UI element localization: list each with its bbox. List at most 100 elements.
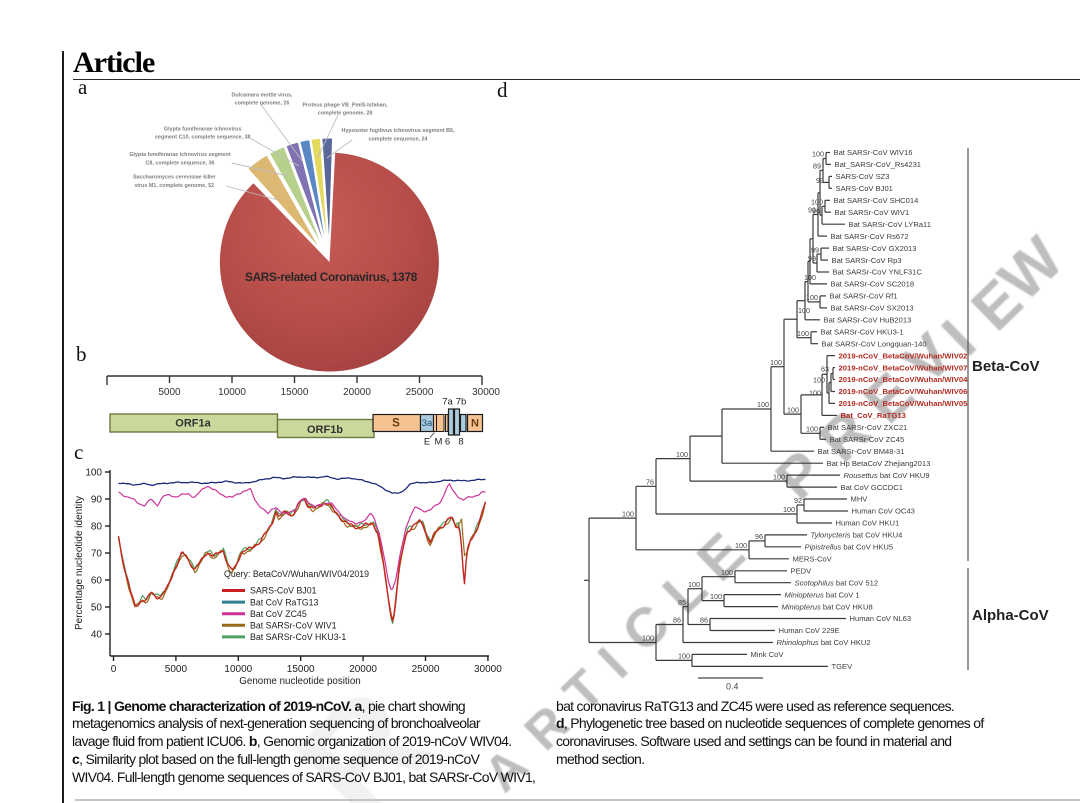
svg-text:85: 85 [678,598,686,607]
svg-text:complete sequence, 24: complete sequence, 24 [368,136,427,142]
svg-text:80: 80 [91,522,103,533]
svg-text:SARS-related Coronavirus, 1378: SARS-related Coronavirus, 1378 [245,270,418,284]
svg-text:2019-nCoV_BetaCoV/Wuhan/WIV05: 2019-nCoV_BetaCoV/Wuhan/WIV05 [839,399,969,408]
svg-text:96: 96 [812,206,820,215]
svg-text:Bat Hp BetaCoV Zhejiang2013: Bat Hp BetaCoV Zhejiang2013 [827,459,931,468]
svg-text:Percentage nucleotide identity: Percentage nucleotide identity [74,496,85,630]
svg-text:Bat SARSr-CoV HuB2013: Bat SARSr-CoV HuB2013 [824,316,912,325]
svg-text:MHV: MHV [851,495,869,504]
svg-text:Bat SARSr-CoV YNLF31C: Bat SARSr-CoV YNLF31C [833,268,923,277]
svg-text:10000: 10000 [218,387,246,398]
svg-text:Bat SARSr-CoV Longquan-140: Bat SARSr-CoV Longquan-140 [822,339,927,348]
svg-text:SARS-CoV SZ3: SARS-CoV SZ3 [836,172,890,181]
svg-text:Glypta fumiferanae ichnovirus: Glypta fumiferanae ichnovirus [164,126,242,132]
svg-text:100: 100 [811,198,823,207]
svg-text:MERS-CoV: MERS-CoV [793,555,833,564]
svg-text:Bat_SARSr-CoV_Rs4231: Bat_SARSr-CoV_Rs4231 [835,160,922,169]
svg-text:Bat SARSr-CoV HKU3-1: Bat SARSr-CoV HKU3-1 [821,327,904,336]
svg-text:S: S [392,418,400,430]
svg-text:Bat SARSr-CoV Rf1: Bat SARSr-CoV Rf1 [830,292,898,301]
svg-text:Bat SARSr-CoV Rp3: Bat SARSr-CoV Rp3 [832,256,902,265]
svg-text:100: 100 [710,592,722,601]
svg-text:100: 100 [676,450,688,459]
svg-text:100: 100 [798,306,810,315]
svg-text:Hyposoter fugitivus ichnovirus: Hyposoter fugitivus ichnovirus segment B… [342,128,455,134]
svg-text:Saccharomyces cerevisiae kille: Saccharomyces cerevisiae killer [133,175,217,181]
svg-text:100: 100 [804,273,816,282]
svg-text:100: 100 [783,505,795,514]
svg-text:Scotophilus bat CoV 512: Scotophilus bat CoV 512 [795,578,879,587]
svg-text:96: 96 [755,532,763,541]
svg-text:15000: 15000 [287,664,315,675]
svg-text:8: 8 [458,437,463,448]
svg-text:Bat SARSr-CoV ZC45: Bat SARSr-CoV ZC45 [830,435,905,444]
svg-text:Bat SARSr-CoV GX2013: Bat SARSr-CoV GX2013 [833,244,917,253]
svg-text:SARS-CoV BJ01: SARS-CoV BJ01 [250,586,317,596]
svg-text:2019-nCoV_BetaCoV/Wuhan/WIV06: 2019-nCoV_BetaCoV/Wuhan/WIV06 [839,387,968,396]
svg-text:N: N [471,418,479,430]
svg-text:100: 100 [813,376,825,385]
svg-text:93: 93 [816,176,824,185]
svg-text:100: 100 [85,468,102,479]
svg-text:complete genome, 26: complete genome, 26 [235,101,290,107]
svg-text:Bat SARSr-CoV SX2013: Bat SARSr-CoV SX2013 [831,304,914,313]
svg-text:virus M1, complete genome, 52: virus M1, complete genome, 52 [134,183,214,189]
svg-text:Bat SARSr-CoV LYRa11: Bat SARSr-CoV LYRa11 [849,220,931,229]
svg-text:100: 100 [787,405,799,414]
svg-text:100: 100 [809,389,821,398]
svg-text:63: 63 [821,365,829,374]
svg-text:Dulcamara mottle virus,: Dulcamara mottle virus, [231,92,293,98]
svg-text:100: 100 [806,425,818,434]
svg-text:Bat SARSr-CoV HKU3-1: Bat SARSr-CoV HKU3-1 [250,632,346,642]
svg-text:7a: 7a [442,397,453,408]
svg-text:0.4: 0.4 [726,682,739,692]
svg-text:Beta-CoV: Beta-CoV [972,358,1040,375]
svg-text:Human CoV HKU1: Human CoV HKU1 [836,519,900,528]
svg-text:15000: 15000 [281,387,309,398]
svg-text:SARS-CoV BJ01: SARS-CoV BJ01 [836,184,893,193]
svg-text:90: 90 [91,495,103,506]
svg-text:PEDV: PEDV [791,567,813,576]
svg-text:Bat CoV ZC45: Bat CoV ZC45 [250,609,307,619]
svg-text:complete genome, 28: complete genome, 28 [318,111,373,117]
svg-text:100: 100 [642,634,654,643]
svg-text:3a: 3a [422,418,433,429]
svg-text:C: C [610,591,682,663]
svg-text:Bat CoV GCCDC1: Bat CoV GCCDC1 [841,483,903,492]
svg-text:Miniopterus bat CoV 1: Miniopterus bat CoV 1 [785,590,860,599]
svg-text:100: 100 [622,509,634,518]
svg-text:10000: 10000 [224,664,252,675]
svg-text:Bat SARSr-CoV WIV1: Bat SARSr-CoV WIV1 [835,208,910,217]
svg-text:6: 6 [445,437,450,448]
svg-text:30000: 30000 [472,387,500,398]
svg-text:Bat SARSr-CoV SHC014: Bat SARSr-CoV SHC014 [834,196,919,205]
svg-text:TGEV: TGEV [832,662,854,671]
svg-text:Mink CoV: Mink CoV [751,650,785,659]
svg-text:segment C10, complete sequence: segment C10, complete sequence, 38 [155,135,251,141]
svg-text:86: 86 [700,616,708,625]
svg-text:ORF1b: ORF1b [307,424,343,436]
svg-text:25000: 25000 [412,664,440,675]
svg-text:5000: 5000 [165,664,188,675]
svg-text:25000: 25000 [406,387,434,398]
svg-text:100: 100 [806,293,818,302]
svg-text:2019-nCoV_BetaCoV/Wuhan/WIV04: 2019-nCoV_BetaCoV/Wuhan/WIV04 [839,375,969,384]
svg-text:Pipistrellus bat CoV HKU5: Pipistrellus bat CoV HKU5 [805,543,894,552]
svg-text:20000: 20000 [343,387,371,398]
svg-text:Query: BetaCoV/Wuhan/WIV04/201: Query: BetaCoV/Wuhan/WIV04/2019 [224,569,369,579]
svg-text:99: 99 [808,206,816,215]
svg-text:5000: 5000 [158,387,181,398]
svg-text:Genome nucleotide position: Genome nucleotide position [239,676,360,687]
svg-text:Bat CoV RaTG13: Bat CoV RaTG13 [250,597,319,607]
svg-text:92: 92 [794,496,802,505]
svg-text:100: 100 [757,400,769,409]
svg-text:70: 70 [91,549,103,560]
svg-text:30000: 30000 [474,664,502,675]
svg-text:Bat SARSr-CoV Rs672: Bat SARSr-CoV Rs672 [831,232,909,241]
svg-text:Bat_CoV_RaTG13: Bat_CoV_RaTG13 [841,411,906,420]
svg-text:76: 76 [646,478,654,487]
svg-text:100: 100 [735,541,747,550]
svg-text:100: 100 [688,580,700,589]
svg-text:99: 99 [811,245,819,254]
svg-text:Bat SARSr-CoV SC2018: Bat SARSr-CoV SC2018 [831,280,915,289]
